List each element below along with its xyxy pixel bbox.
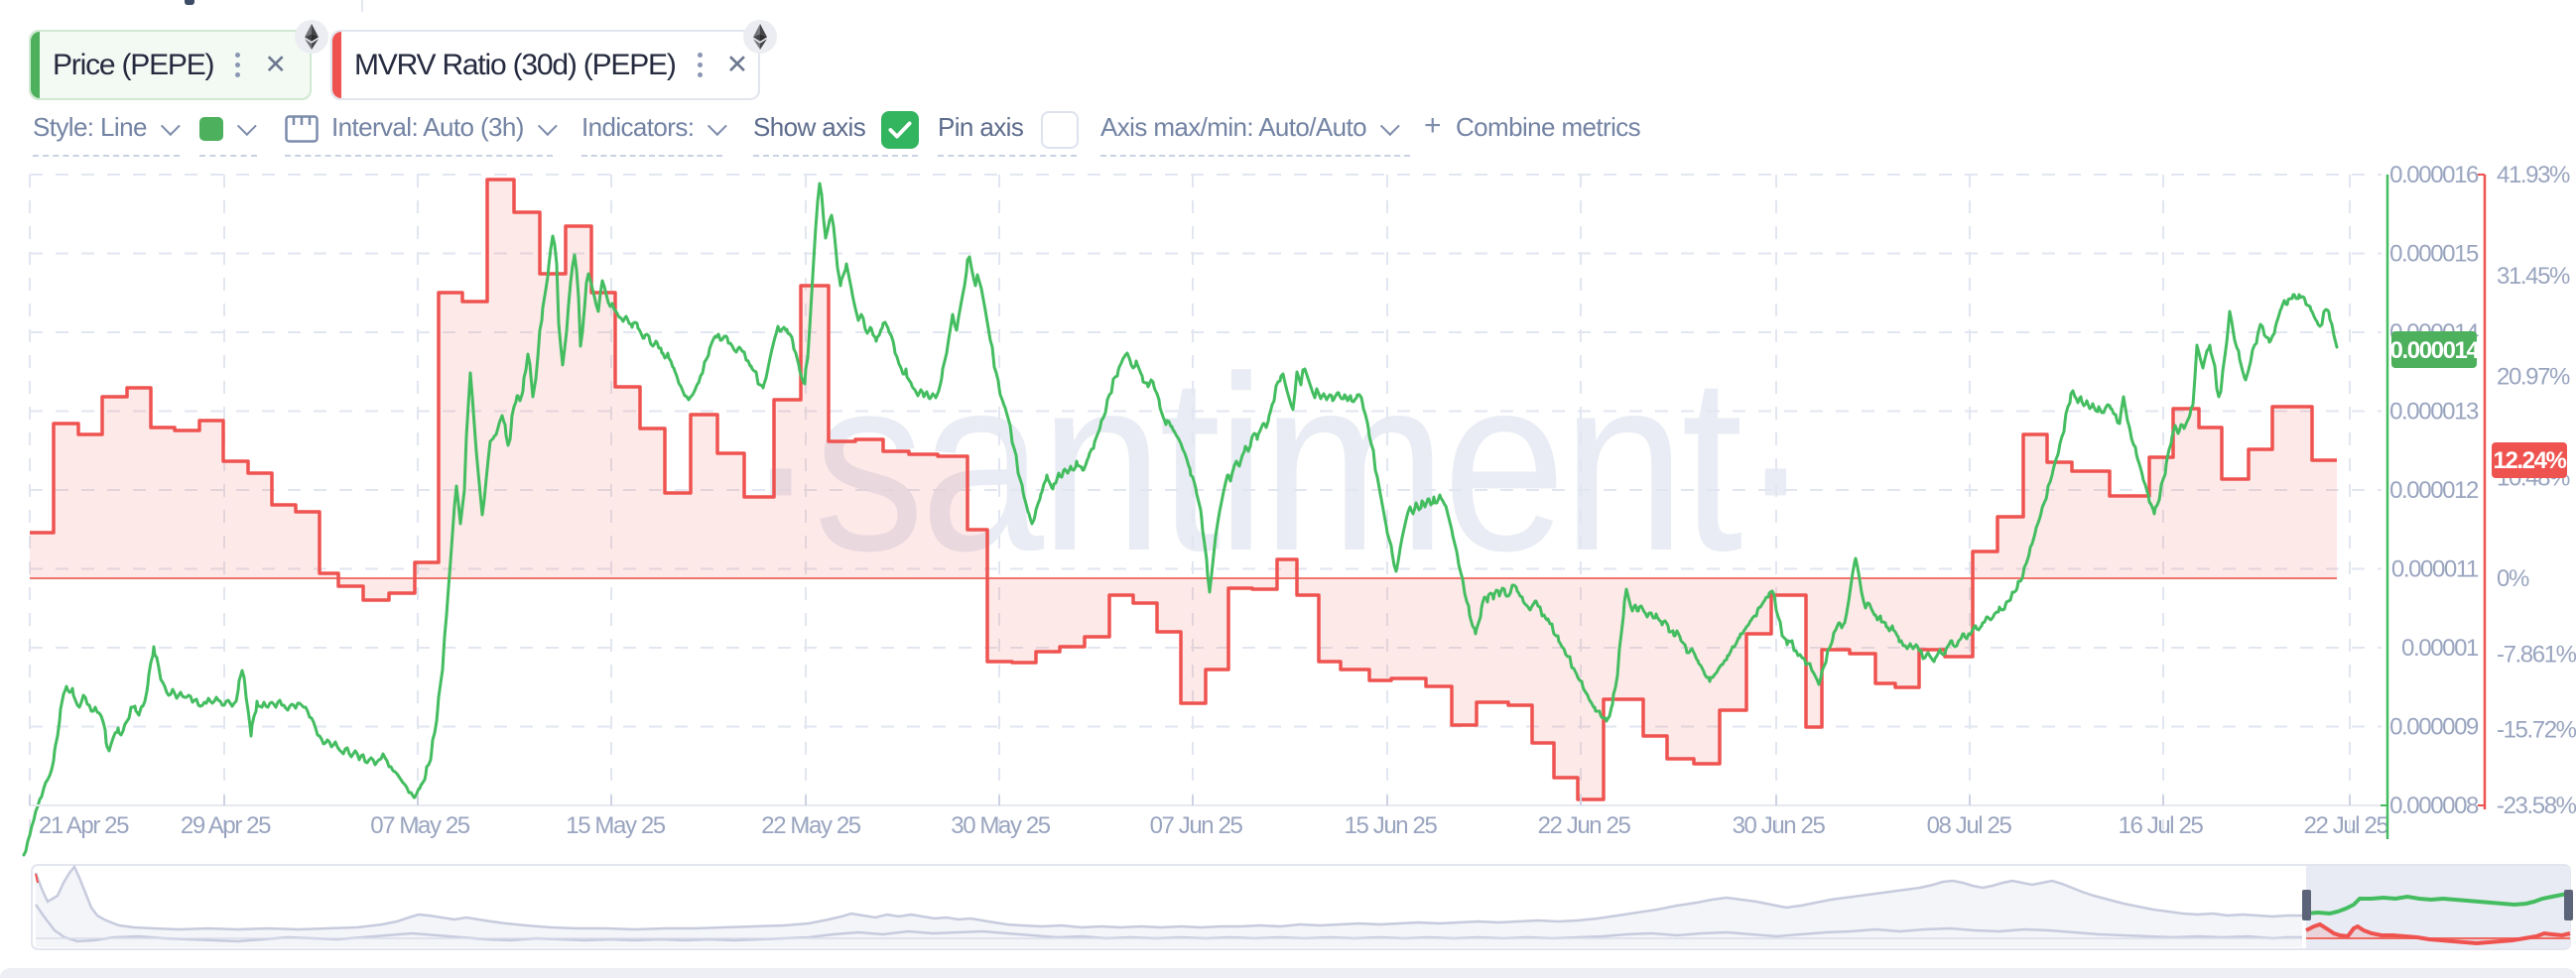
svg-text:-7.861%: -7.861%	[2497, 641, 2576, 668]
svg-text:22 Jul 25: 22 Jul 25	[2304, 812, 2389, 839]
svg-text:-23.58%: -23.58%	[2497, 793, 2576, 819]
svg-text:-15.72%: -15.72%	[2497, 717, 2576, 744]
svg-text:30 Jun 25: 30 Jun 25	[1733, 812, 1826, 839]
svg-text:08 Jul 25: 08 Jul 25	[1927, 812, 2012, 839]
svg-text:·santiment·: ·santiment·	[743, 325, 1808, 603]
svg-text:07 May 25: 07 May 25	[370, 812, 470, 839]
svg-text:15 May 25: 15 May 25	[566, 812, 666, 839]
svg-text:41.93%: 41.93%	[2497, 162, 2570, 188]
svg-text:0.000012: 0.000012	[2389, 477, 2479, 504]
svg-text:29 Apr 25: 29 Apr 25	[181, 812, 271, 839]
svg-text:16 Jul 25: 16 Jul 25	[2119, 812, 2204, 839]
svg-text:0.000016: 0.000016	[2389, 162, 2479, 188]
svg-text:0.000015: 0.000015	[2389, 241, 2479, 268]
svg-text:20.97%: 20.97%	[2497, 364, 2570, 391]
svg-text:0.00001: 0.00001	[2401, 635, 2479, 662]
svg-text:0.000009: 0.000009	[2389, 714, 2479, 741]
svg-text:0.000011: 0.000011	[2391, 556, 2479, 583]
svg-text:21 Apr 25: 21 Apr 25	[39, 812, 129, 839]
svg-text:0.000008: 0.000008	[2389, 793, 2479, 819]
svg-text:07 Jun 25: 07 Jun 25	[1150, 812, 1243, 839]
svg-text:31.45%: 31.45%	[2497, 263, 2570, 290]
svg-text:15 Jun 25: 15 Jun 25	[1345, 812, 1438, 839]
svg-text:30 May 25: 30 May 25	[951, 812, 1051, 839]
svg-text:0.000014: 0.000014	[2390, 337, 2481, 364]
svg-text:22 May 25: 22 May 25	[761, 812, 861, 839]
svg-text:22 Jun 25: 22 Jun 25	[1538, 812, 1631, 839]
svg-text:0%: 0%	[2497, 565, 2529, 592]
svg-text:0.000013: 0.000013	[2389, 399, 2479, 426]
svg-text:12.24%: 12.24%	[2494, 447, 2567, 474]
